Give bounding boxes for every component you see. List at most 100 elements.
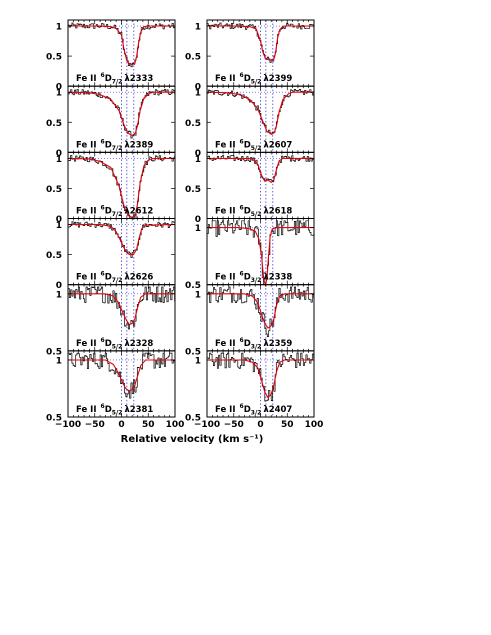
panel-label-sup: 6 [240, 271, 244, 278]
panel-label: Fe II 6D7/2 λ2333 [76, 72, 153, 86]
panel-label-line: λ2607 [263, 140, 292, 150]
panel-label-line: λ2338 [263, 273, 292, 283]
panel-label-term: D [105, 273, 112, 283]
y-tick-label: 0.5 [185, 414, 201, 424]
panel-label-term: D [244, 273, 251, 283]
y-tick-label: 0 [195, 215, 201, 225]
y-tick-label: 0.5 [46, 347, 62, 357]
panel-p6: 1 0.5 0 Fe II 6D5/2 λ2618 [185, 151, 315, 225]
y-tick-label: 0 [195, 83, 201, 93]
panel-label-ion: Fe II [215, 339, 236, 349]
panel-label-ion: Fe II [215, 405, 236, 415]
x-axis-tick-labels: −100 −50 0 50 100 −100 −50 0 50 100 [55, 420, 324, 430]
panel-label-ion: Fe II [215, 74, 236, 84]
y-tick-label: 0.5 [46, 53, 62, 63]
y-tick-label: 1 [56, 89, 62, 99]
panel-label-line: λ2381 [124, 405, 153, 415]
panel-label: Fe II 6D7/2 λ2626 [76, 271, 153, 285]
panel-p3: 1 0.5 0 Fe II 6D7/2 λ2389 [46, 85, 176, 159]
x-tick-label: 100 [166, 420, 185, 430]
panel-label: Fe II 6D5/2 λ2328 [76, 337, 153, 351]
panel-label-sup: 6 [101, 138, 105, 145]
observed-spectrum [68, 286, 175, 330]
panel-p1: 1 0.5 0 Fe II 6D7/2 λ2333 [46, 19, 176, 93]
panel-p2: 1 0.5 0 Fe II 6D5/2 λ2399 [185, 19, 315, 93]
panel-label-sub: 7/2 [112, 277, 123, 284]
panel-label-line: λ2407 [263, 405, 292, 415]
panel-label-sup: 6 [101, 403, 105, 410]
observed-spectrum [68, 352, 175, 399]
panel-label-term: D [105, 339, 112, 349]
panel-label-line: λ2333 [124, 74, 153, 84]
panel-p5: 1 0.5 0 Fe II 6D7/2 λ2612 [46, 151, 176, 225]
panel-label-line: λ2359 [263, 339, 292, 349]
model-fit [68, 157, 175, 218]
y-tick-label: 0 [56, 215, 62, 225]
panel-label-sub: 5/2 [251, 79, 262, 86]
y-tick-label: 1 [56, 290, 62, 300]
panel-label-line: λ2328 [124, 339, 153, 349]
panel-label-term: D [105, 74, 112, 84]
panel-p7: 1 0.5 0 Fe II 6D7/2 λ2626 [46, 218, 176, 291]
panel-label: Fe II 6D7/2 λ2612 [76, 205, 153, 219]
x-tick-label: 0 [257, 420, 263, 430]
panel-label-term: D [244, 339, 251, 349]
panel-label-sub: 3/2 [251, 277, 262, 284]
panel-label-sup: 6 [101, 72, 105, 79]
x-tick-label: 50 [281, 420, 294, 430]
y-tick-label: 0 [195, 149, 201, 159]
y-tick-label: 0.5 [185, 185, 201, 195]
panel-label: Fe II 6D7/2 λ2389 [76, 138, 153, 152]
panel-label-sub: 5/2 [112, 343, 123, 350]
y-tick-label: 0 [56, 149, 62, 159]
x-axis-label: Relative velocity (km s⁻¹) [121, 434, 264, 445]
panel-label-sup: 6 [101, 271, 105, 278]
panel-label-sub: 7/2 [112, 211, 123, 218]
x-tick-label: −100 [55, 420, 81, 430]
model-fit [68, 223, 175, 256]
x-tick-label: 50 [142, 420, 155, 430]
panel-label-sub: 5/2 [251, 145, 262, 152]
panel-label-sup: 6 [240, 72, 244, 79]
y-tick-label: 1 [56, 23, 62, 33]
observed-spectrum [207, 286, 314, 338]
y-tick-label: 1 [56, 221, 62, 231]
y-tick-label: 1 [195, 89, 201, 99]
panel-label-sub: 3/2 [251, 410, 262, 417]
panel-label-ion: Fe II [215, 207, 236, 217]
model-fit [207, 359, 314, 399]
panel-label-line: λ2626 [124, 273, 153, 283]
x-tick-label: −50 [85, 420, 105, 430]
panel-label-ion: Fe II [215, 140, 236, 150]
panel-label-sub: 7/2 [112, 145, 123, 152]
panel-label: Fe II 6D3/2 λ2338 [215, 271, 292, 285]
y-tick-label: 0 [56, 83, 62, 93]
y-tick-label: 0.5 [46, 185, 62, 195]
panel-label-sup: 6 [240, 403, 244, 410]
panel-label-ion: Fe II [76, 273, 97, 283]
panel-label-ion: Fe II [76, 405, 97, 415]
panel-label-sub: 7/2 [112, 79, 123, 86]
panel-p10: 10.5Fe II 6D3/2 λ2359 [185, 284, 315, 357]
y-tick-label: 0.5 [46, 251, 62, 261]
y-tick-label: 1 [195, 224, 201, 234]
panel-label-sub: 5/2 [112, 410, 123, 417]
x-tick-label: −50 [224, 420, 244, 430]
panel-label-term: D [244, 140, 251, 150]
y-tick-label: 1 [195, 290, 201, 300]
panel-label-term: D [105, 207, 112, 217]
y-tick-label: 1 [195, 356, 201, 366]
panel-label-term: D [244, 405, 251, 415]
panel-label: Fe II 6D5/2 λ2618 [215, 205, 292, 219]
model-fit [207, 25, 314, 61]
panel-label-line: λ2618 [263, 207, 292, 217]
model-fit [207, 293, 314, 329]
model-fit [68, 359, 175, 392]
panel-label-line: λ2399 [263, 74, 292, 84]
y-tick-label: 0.5 [46, 119, 62, 129]
y-tick-label: 0.5 [185, 53, 201, 63]
panel-p12: 1 0.5 Fe II 6D3/2 λ2407 [185, 350, 315, 424]
panel-label-sup: 6 [101, 205, 105, 212]
